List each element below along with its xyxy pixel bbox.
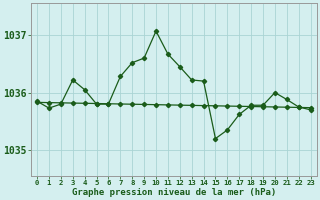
X-axis label: Graphe pression niveau de la mer (hPa): Graphe pression niveau de la mer (hPa) <box>72 188 276 197</box>
